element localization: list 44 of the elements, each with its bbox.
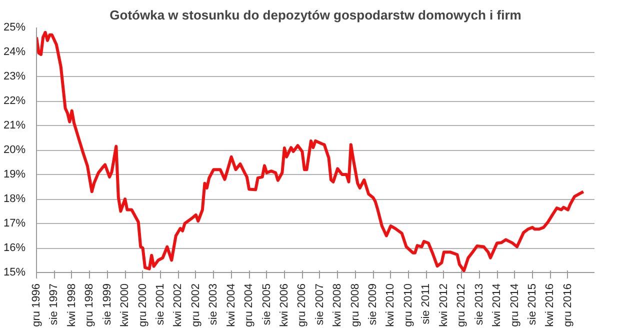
y-tick-label: 24%	[3, 46, 26, 58]
y-tick-label: 20%	[3, 144, 26, 156]
y-tick-label: 15%	[3, 266, 26, 278]
x-tick-label: gru 2012	[456, 283, 468, 327]
x-tick-label: kwi 2004	[225, 283, 238, 327]
x-tick-label: gru 2000	[136, 283, 149, 327]
x-tick-label: sie 2009	[367, 283, 380, 326]
y-tick-label: 19%	[3, 168, 26, 180]
x-tick-label: sie 2001	[154, 283, 166, 326]
x-tick-label: kwi 2000	[119, 283, 132, 327]
x-tick-label: sie 1997	[48, 283, 60, 326]
y-tick-label: 22%	[3, 95, 26, 107]
x-tick-label: gru 2014	[508, 283, 521, 327]
x-tick-label: gru 2002	[190, 283, 202, 327]
x-tick-label: gru 1996	[30, 283, 42, 327]
y-tick-label: 16%	[3, 242, 26, 254]
x-tick-label: sie 2007	[314, 283, 326, 326]
x-tick-label: kwi 2012	[438, 283, 450, 327]
y-tick-label: 21%	[3, 120, 26, 132]
x-tick-label: gru 2004	[243, 283, 256, 327]
x-tick-label: kwi 2010	[384, 283, 397, 327]
line-series	[36, 30, 585, 272]
x-tick-label: kwi 2014	[491, 283, 504, 327]
x-tick-label: gru 2008	[349, 283, 362, 327]
x-tick-label: sie 2015	[526, 283, 538, 326]
x-tick-label: gru 2010	[402, 283, 414, 327]
x-tick-label: sie 2003	[208, 283, 220, 326]
x-tick-label: kwi 2016	[544, 283, 556, 327]
x-tick-label: kwi 1998	[66, 283, 78, 327]
x-tick-label: gru 2016	[562, 283, 574, 327]
x-tick-label: gru 1998	[84, 283, 96, 327]
y-tick-label: 23%	[3, 70, 26, 82]
chart-title: Gotówka w stosunku do depozytów gospodarstw domowych i firm	[110, 8, 522, 22]
x-tick-label: kwi 2002	[172, 283, 184, 327]
x-tick-label: gru 2006	[296, 283, 308, 327]
x-tick-label: sie 2011	[420, 283, 432, 324]
x-tick-label: kwi 2008	[332, 283, 344, 327]
x-tick-label: sie 2013	[473, 283, 486, 326]
y-tick-label: 18%	[3, 193, 26, 205]
y-tick-label: 17%	[3, 218, 26, 230]
x-tick-label: kwi 2006	[278, 283, 290, 327]
y-tick-label: 25%	[3, 22, 26, 34]
x-tick-label: sie 2005	[260, 283, 273, 326]
x-tick-label: sie 1999	[101, 283, 114, 326]
